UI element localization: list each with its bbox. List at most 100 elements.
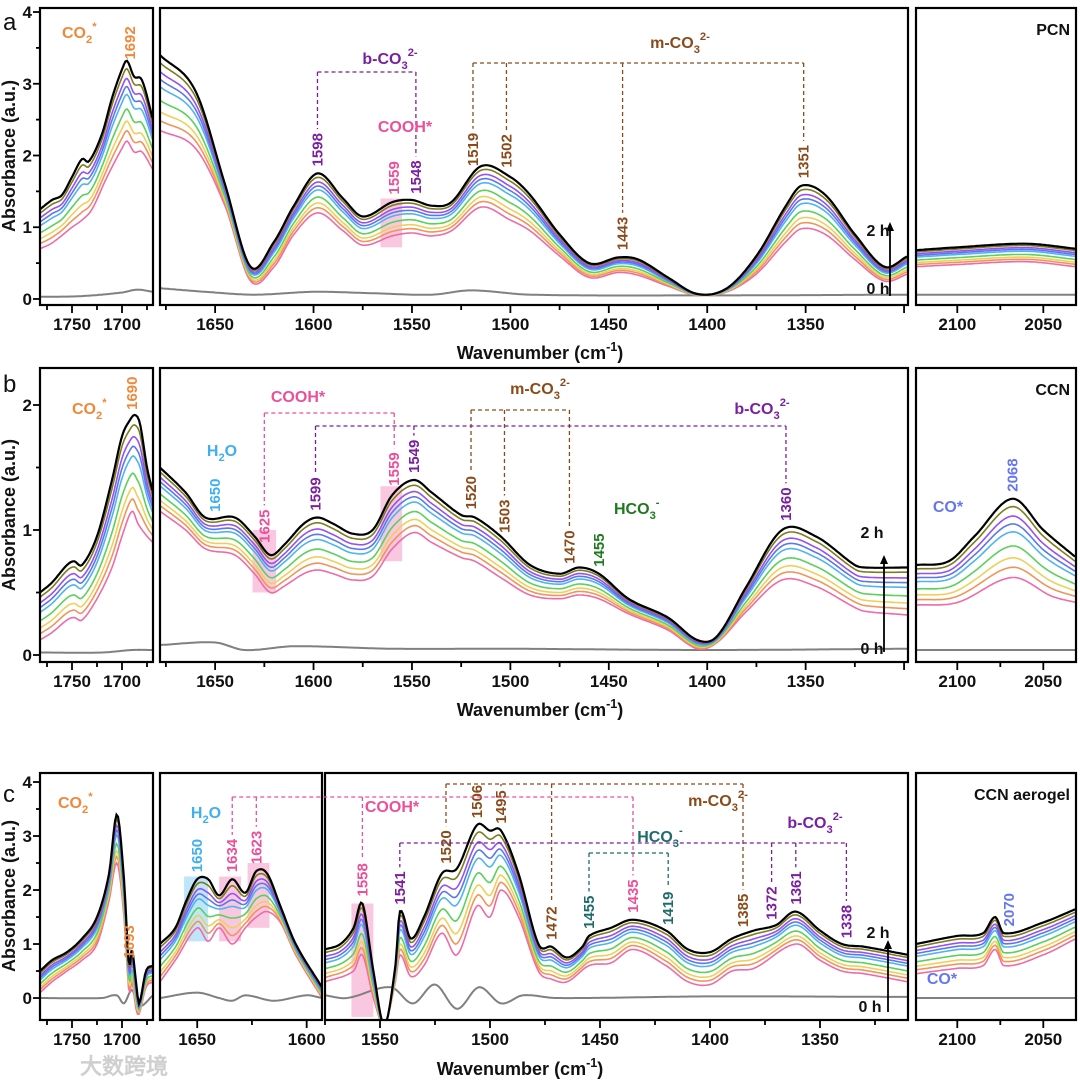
spectrum-series-7	[40, 67, 153, 214]
y-tick-label: 3	[23, 75, 32, 94]
x-tick-label: 1750	[53, 315, 91, 334]
subplot-m1: 1600 1650	[158, 771, 326, 1049]
peak-label-1495: 1495	[493, 790, 510, 823]
annotation-c-h2o-seg: 2	[202, 814, 208, 826]
spectrum-0h-baseline	[160, 991, 322, 1002]
x-tick-label: 1450	[590, 672, 628, 691]
arrow-up-icon	[886, 222, 894, 231]
x-tick-label: 1700	[103, 1030, 141, 1049]
peak-label-1650: 1650	[189, 839, 206, 872]
annotation-b-co: CO*	[933, 499, 964, 516]
peak-label-1690: 1690	[124, 377, 141, 410]
group-label-c-h-seg: 3	[673, 838, 679, 850]
plot-area	[916, 242, 1076, 296]
group-label-a-m-seg: 3	[694, 44, 700, 56]
group-label-b-b-seg: b-CO	[734, 401, 773, 418]
spectrum-series-8	[916, 908, 1076, 946]
spectrum-series-6	[916, 246, 1076, 255]
spectrum-series-5	[160, 78, 908, 296]
spectrum-series-1	[916, 934, 1076, 971]
peak-label-1634: 1634	[224, 838, 241, 872]
group-label-b-m-seg: m-CO	[510, 381, 554, 398]
bracket-b-b: b-CO32-	[314, 397, 790, 484]
subplot-r: 2050 2100	[914, 6, 1078, 334]
spectrum-series-3	[40, 472, 153, 622]
spectrum-series-3	[160, 894, 322, 995]
bracket-a-b: b-CO32-	[316, 47, 418, 157]
annotation-b-hco3: HCO3-	[614, 497, 660, 522]
spectrum-series-3	[160, 493, 907, 647]
group-label-a-m-seg: m-CO	[650, 35, 694, 52]
peak-label-1693: 1693	[121, 925, 138, 958]
peak-label-1443: 1443	[615, 217, 632, 250]
group-label-c-h-seg: -	[679, 825, 683, 837]
bracket-c-h: HCO3-	[588, 825, 683, 892]
peak-label-1559: 1559	[386, 452, 403, 485]
x-tick-label: 1600	[288, 1030, 326, 1049]
subplot-r: 2050 2100	[914, 366, 1078, 691]
annotation-c-co2-seg: CO	[58, 795, 82, 812]
peak-label-1385: 1385	[735, 894, 752, 927]
x-tick-label: 2050	[1024, 672, 1062, 691]
peak-label-1502: 1502	[498, 134, 515, 167]
x-axis-label-seg: Wavenumber (cm	[457, 700, 606, 720]
peak-label-1598: 1598	[309, 133, 326, 166]
spectrum-series-5	[916, 248, 1076, 257]
spectrum-series-4	[325, 854, 908, 1020]
annotation-c-h2o-seg: O	[209, 805, 221, 822]
annotation-c-title-seg: CCN aerogel	[974, 787, 1070, 804]
spectrum-series-2	[916, 557, 1076, 596]
peak-label-1519: 1519	[465, 133, 482, 166]
y-tick-label: 0	[23, 290, 32, 309]
panel-c: 1700 1750 0 1 2 3 4 1693 1600 1650 1650 1634 1623 135…	[0, 771, 1078, 1079]
subplot-l: 1700 1750 0 1 2 3 4	[23, 771, 155, 1049]
spectrum-series-7	[160, 471, 907, 644]
x-axis-label-seg: )	[597, 1059, 603, 1079]
annotation-b-h2o-seg: O	[225, 443, 237, 460]
annotation-c-co: CO*	[927, 971, 958, 988]
spectrum-series-2	[40, 486, 153, 629]
group-label-c-b-seg: 3	[826, 824, 832, 836]
spectrum-series-4	[160, 86, 908, 296]
peak-label-2068: 2068	[1004, 458, 1021, 491]
spectrum-series-8	[160, 466, 907, 643]
spectrum-series-2	[325, 874, 908, 1020]
annotation-b-co2: CO2*	[72, 397, 107, 422]
x-tick-label: 1450	[590, 315, 628, 334]
annotation-b-h2o-seg: 2	[218, 452, 224, 464]
y-tick-label: 1	[23, 935, 32, 954]
plot-area	[325, 822, 908, 1020]
annotation-c-h2o-seg: H	[191, 805, 203, 822]
x-tick-label: 2100	[938, 672, 976, 691]
group-label-b-cooh-seg: COOH*	[271, 389, 326, 406]
spectrum-series-7	[40, 424, 153, 598]
x-tick-label: 1400	[691, 1030, 729, 1049]
spectrum-0h-baseline	[160, 641, 907, 652]
arrow-up-icon	[880, 555, 888, 564]
panel-a: 1700 1750 0 1 2 3 4 1692 1350 1400 1450 1500 1550 160…	[0, 3, 1078, 363]
x-tick-label: 1500	[471, 1030, 509, 1049]
x-axis-label-seg: Wavenumber (cm	[437, 1059, 586, 1079]
watermark: 大数跨境	[80, 1054, 168, 1079]
x-tick-label: 1750	[53, 1030, 91, 1049]
group-label-c-b-seg: b-CO	[787, 815, 826, 832]
spectrum-series-6	[916, 515, 1076, 575]
time-label-0h: 0 h	[866, 281, 889, 298]
annotation-c-title: CCN aerogel	[974, 787, 1070, 804]
group-label-c-h: HCO3-	[637, 825, 683, 850]
subplot-frame	[914, 771, 1078, 1022]
spectrum-series-2	[40, 120, 153, 240]
spectrum-series-6	[160, 70, 908, 296]
spectrum-series-8	[160, 868, 322, 988]
spectrum-series-8	[160, 54, 908, 296]
y-tick-label: 2	[23, 881, 32, 900]
spectrum-series-7	[916, 244, 1076, 253]
group-label-c-m-seg: 3	[732, 802, 738, 814]
bracket-c-b: b-CO32-	[399, 811, 848, 901]
spectrum-series-4	[916, 530, 1076, 583]
plot-area	[916, 908, 1076, 999]
peak-label-1692: 1692	[122, 26, 139, 59]
group-label-b-m-seg: 2-	[560, 377, 570, 389]
group-label-b-b: b-CO32-	[734, 397, 790, 422]
x-axis-label-seg: Wavenumber (cm	[457, 343, 606, 363]
